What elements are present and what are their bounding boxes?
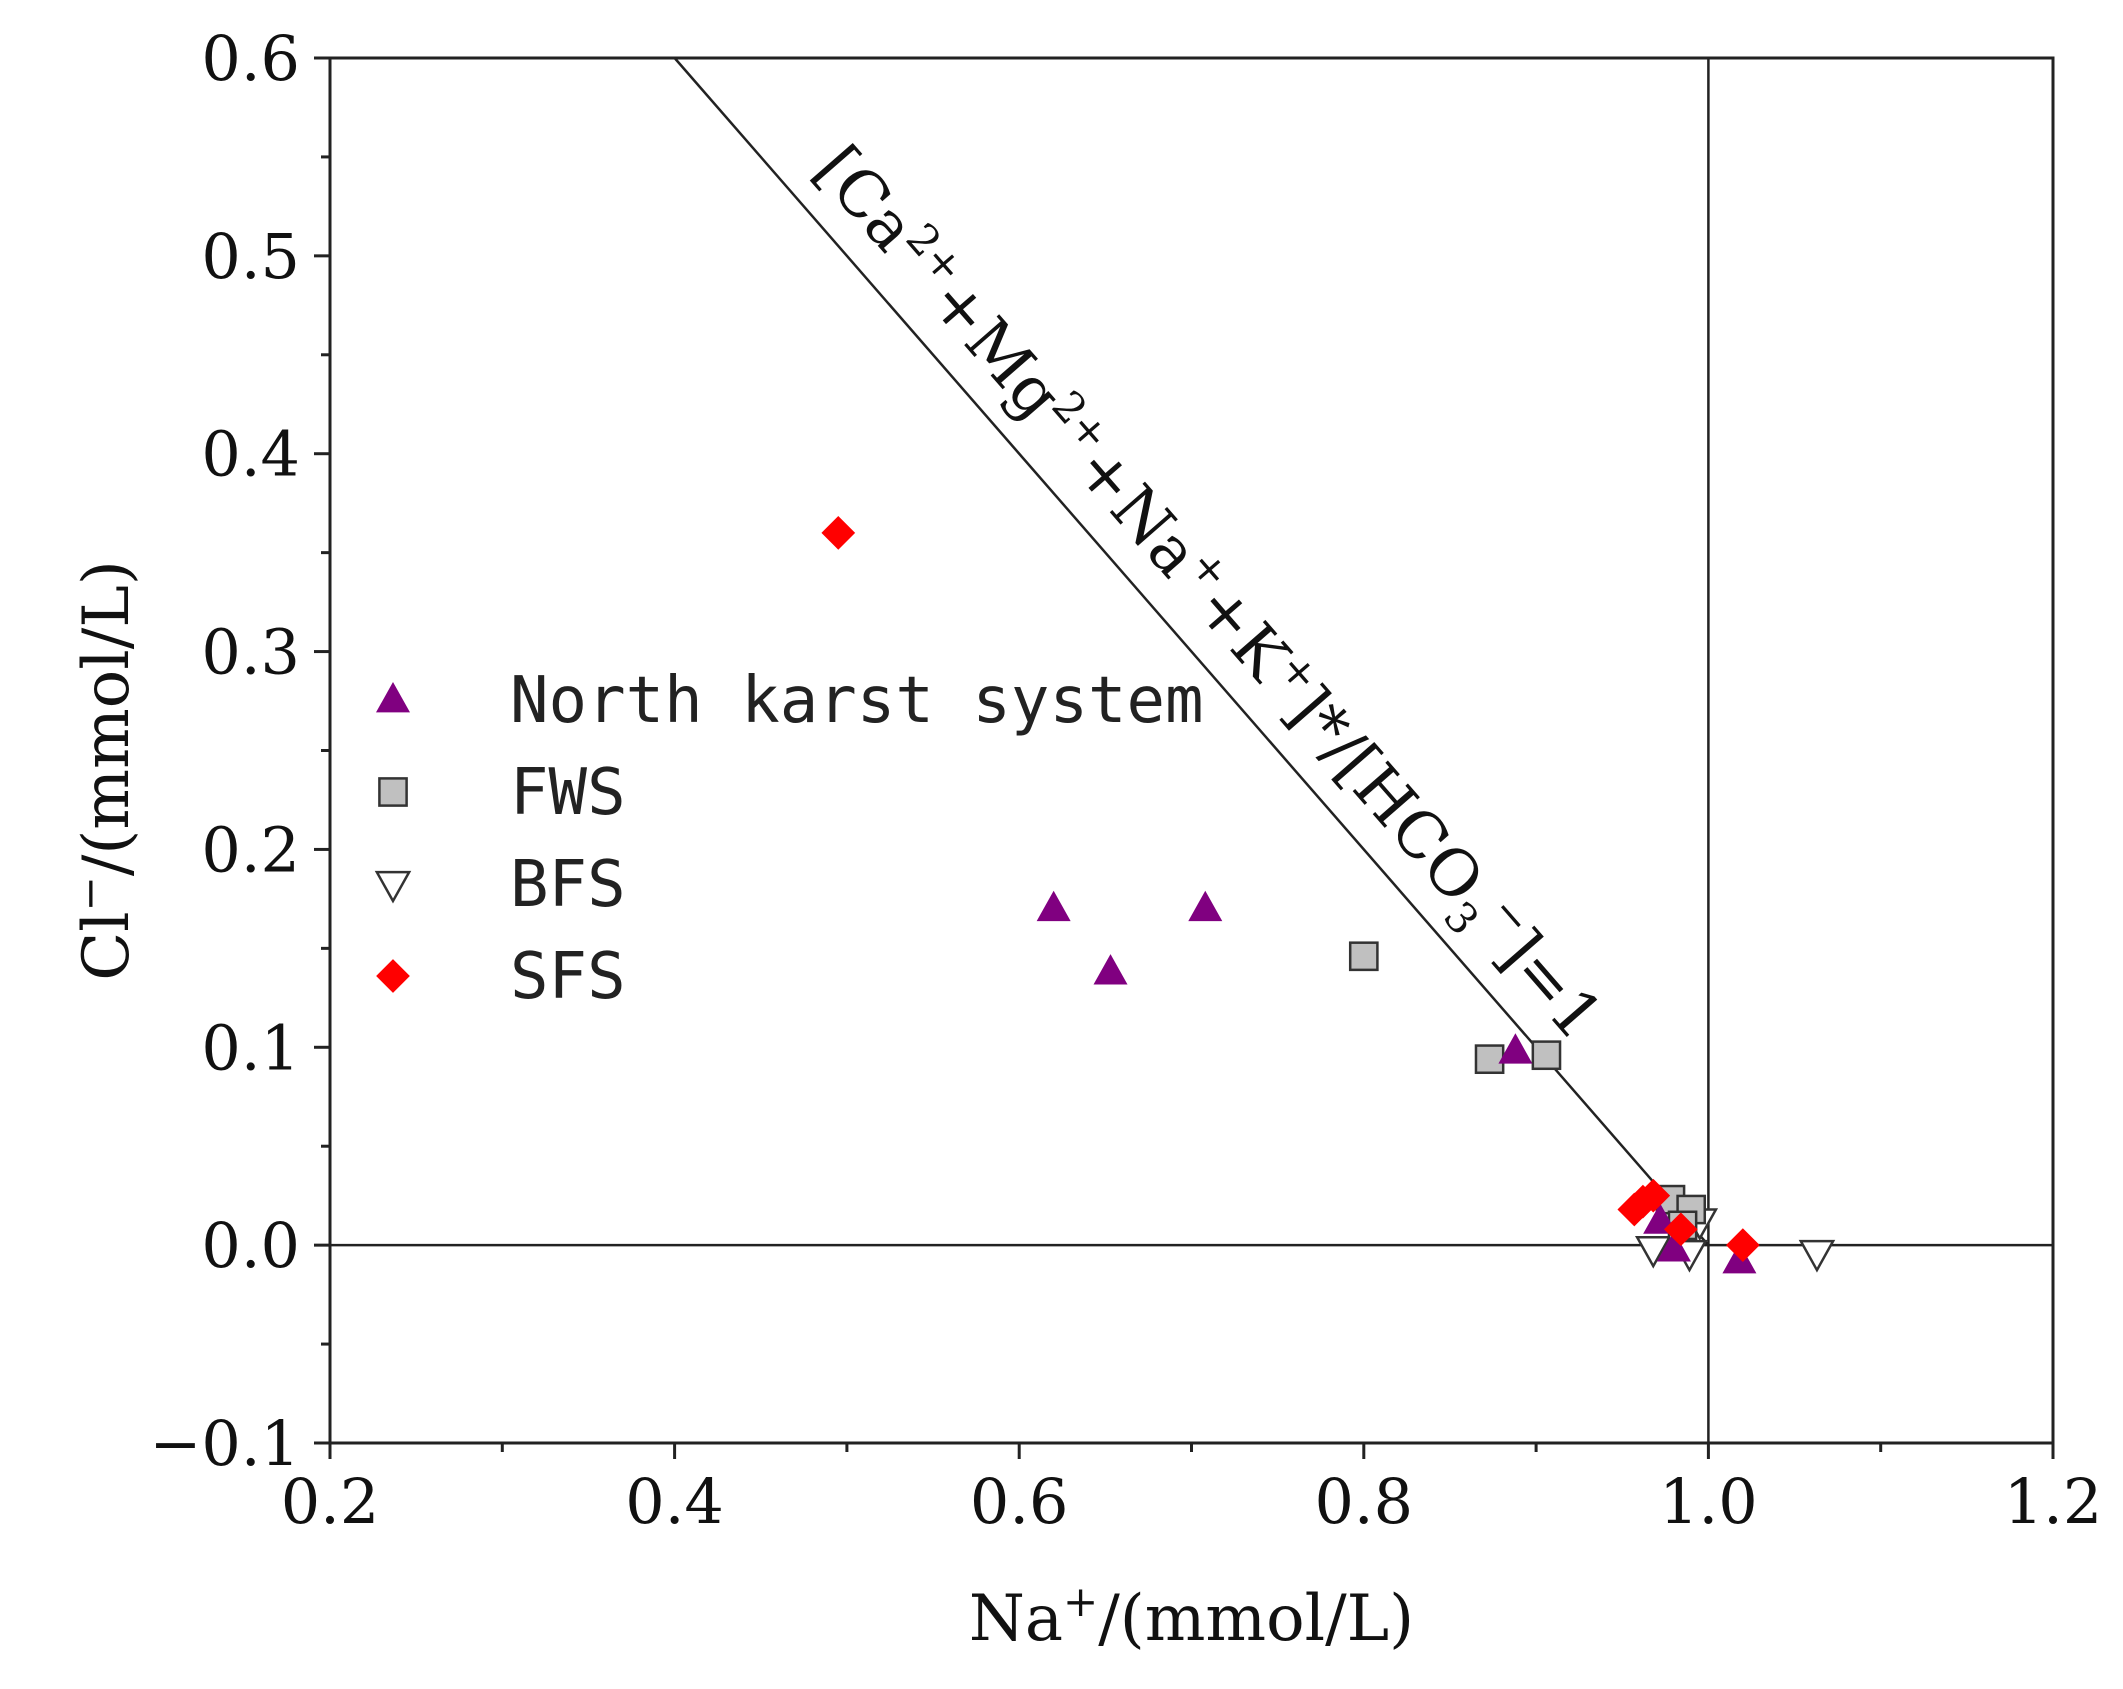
y-tick-label: 0.1: [201, 1011, 300, 1084]
point-north-karst-system: [1656, 1231, 1691, 1262]
y-tick-label: 0.6: [201, 22, 300, 95]
data-points: [821, 516, 1836, 1274]
axis-title-rest: /(mmol/L): [1098, 1582, 1414, 1656]
point-north-karst-system: [1188, 890, 1223, 922]
y-tick-label: 0.0: [201, 1209, 300, 1282]
legend-label-bfs: BFS: [510, 848, 626, 922]
y-axis-title: Cl−/(mmol/L): [65, 560, 144, 981]
legend: North karst system FWS BFS SFS: [374, 664, 1204, 1014]
axes: 0.2 0.4 0.6 0.8 1.0 1.2 −0.1 0.0 0.1 0.2 0.3 0.4 0.5…: [149, 22, 2102, 1538]
point-north-karst-system: [1498, 1033, 1533, 1064]
legend-marker-fws: [378, 777, 408, 807]
point-fws: [1531, 1040, 1562, 1071]
y-tick-label: 0.2: [201, 813, 300, 886]
plot-frame: [328, 56, 2055, 1445]
x-tick-label: 1.2: [2004, 1465, 2103, 1538]
legend-marker-sfs: [376, 959, 410, 993]
point-fws: [1348, 941, 1379, 972]
legend-label-fws: FWS: [510, 756, 626, 830]
axis-title-rest: /(mmol/L): [70, 560, 144, 876]
point-north-karst-system: [1036, 890, 1071, 922]
y-tick-label: 0.4: [201, 418, 300, 491]
y-tick-label: 0.3: [201, 616, 300, 689]
x-tick-label: 0.8: [1314, 1465, 1413, 1538]
axis-title-sup: +: [1063, 1577, 1098, 1626]
point-sfs: [821, 516, 856, 550]
x-axis-title: Na+/(mmol/L): [969, 1577, 1414, 1656]
point-fws: [1474, 1044, 1505, 1075]
point-north-karst-system: [1093, 954, 1128, 985]
y-tick-label: 0.5: [201, 220, 300, 293]
x-tick-label: 0.4: [625, 1465, 724, 1538]
legend-marker-north-karst-system: [375, 681, 411, 713]
y-tick-label: −0.1: [149, 1407, 300, 1480]
point-bfs: [1634, 1235, 1672, 1269]
x-tick-label: 1.0: [1659, 1465, 1758, 1538]
point-bfs: [1798, 1239, 1836, 1273]
annotation-part: ]*/[HCO: [1270, 672, 1497, 917]
axis-title-base: Cl: [70, 911, 144, 980]
axis-title-base: Na: [969, 1582, 1063, 1656]
x-tick-label: 0.6: [970, 1465, 1069, 1538]
point-sfs: [1636, 1178, 1671, 1213]
axis-title-sup: −: [65, 876, 114, 911]
legend-marker-bfs: [374, 870, 412, 904]
axis-titles: Na+/(mmol/L)Cl−/(mmol/L): [65, 560, 1414, 1656]
reference-lines: [330, 57, 2053, 1443]
legend-label-north-karst-system: North karst system: [510, 664, 1204, 738]
legend-label-sfs: SFS: [510, 940, 626, 1014]
point-sfs: [1726, 1228, 1760, 1262]
x-tick-label: 0.2: [281, 1465, 380, 1538]
point-sfs: [1663, 1212, 1698, 1247]
